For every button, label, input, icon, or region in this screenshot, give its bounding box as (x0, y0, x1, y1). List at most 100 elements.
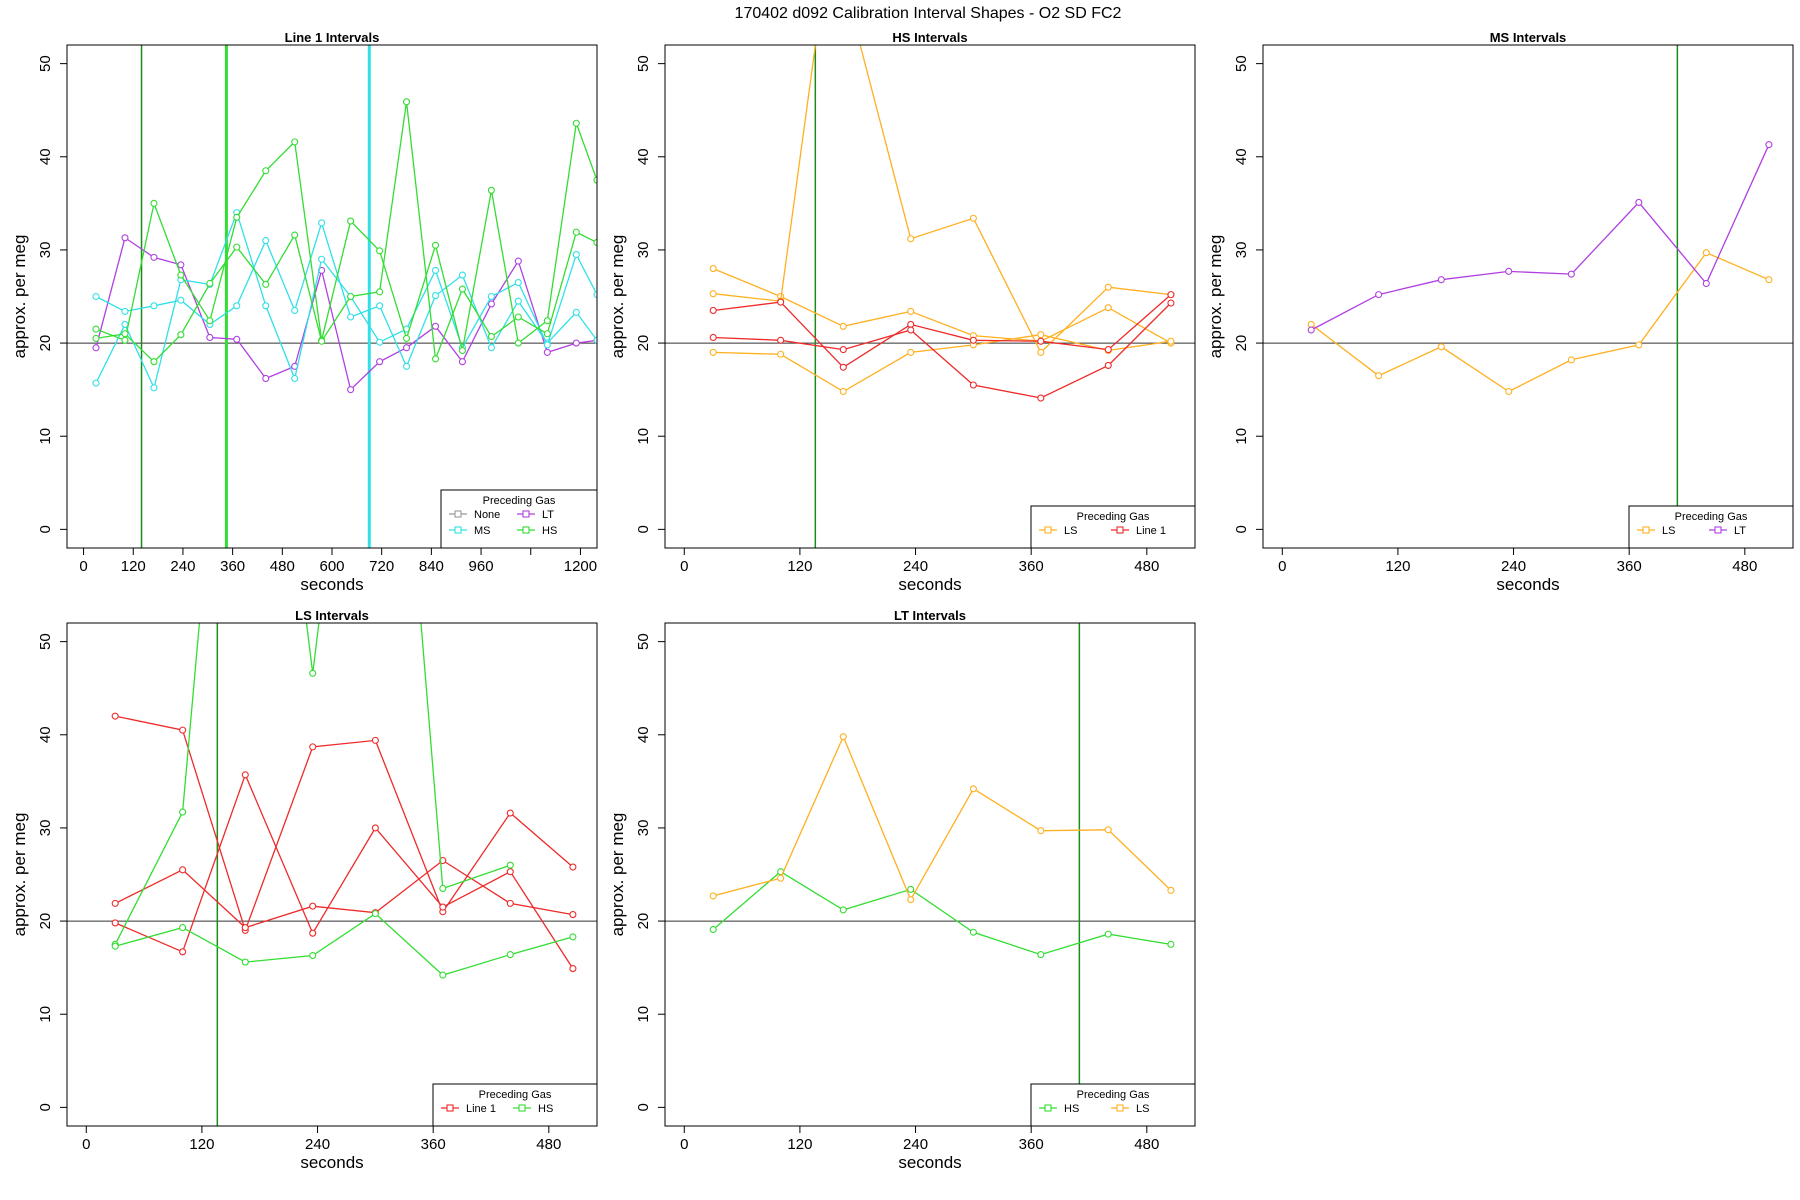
data-point (514, 297, 522, 305)
series-line (95, 236, 597, 391)
data-point (177, 271, 185, 279)
x-tick-label: 240 (1501, 558, 1526, 575)
data-point (309, 951, 317, 960)
y-tick-label: 30 (635, 820, 652, 837)
data-point (777, 336, 785, 344)
data-point (572, 251, 580, 259)
data-point (1765, 276, 1773, 284)
legend: Preceding Gas HS LS (1030, 1083, 1196, 1127)
y-axis-label: approx. per meg (608, 235, 627, 359)
data-point (572, 228, 580, 236)
data-point (1635, 341, 1643, 349)
x-tick-label: 0 (680, 558, 688, 575)
y-tick-label: 40 (635, 726, 652, 743)
data-point (439, 903, 447, 911)
legend-swatch-marker (454, 510, 462, 518)
series-line-1 (111, 771, 577, 973)
data-point (1437, 343, 1445, 351)
plot-area (665, 623, 1195, 1126)
legend-entry: Line 1 (441, 1103, 496, 1115)
series-ls (709, 733, 1175, 904)
legend-swatch-marker (518, 1104, 526, 1112)
data-point (506, 951, 514, 959)
series-ls (709, 45, 1175, 356)
data-point (969, 928, 977, 936)
legend-label: LS (1064, 525, 1077, 537)
legend-entry: HS (1039, 1103, 1079, 1115)
legend-label: LS (1662, 525, 1675, 537)
data-point (347, 313, 355, 321)
x-tick-label: 360 (220, 558, 245, 575)
x-tick-label: 840 (419, 558, 444, 575)
data-point (439, 971, 447, 979)
data-point (241, 924, 249, 932)
data-point (111, 899, 119, 907)
data-point (291, 138, 299, 146)
data-point (150, 253, 158, 261)
y-tick-label: 0 (635, 525, 652, 533)
plot-frame (664, 622, 1196, 1127)
x-tick-label: 120 (787, 558, 812, 575)
x-tick-label: 120 (189, 1136, 214, 1153)
data-point (487, 344, 495, 352)
series-hs (709, 868, 1175, 959)
legend-swatch-marker (1642, 526, 1650, 534)
series-hs (111, 623, 514, 948)
plot-area (67, 45, 597, 548)
data-point (1167, 291, 1175, 299)
legend-label: LT (1734, 525, 1746, 537)
data-point (593, 291, 597, 299)
y-tick-label: 50 (37, 55, 54, 72)
data-point (376, 338, 384, 346)
x-tick-label: 0 (82, 1136, 90, 1153)
data-point (569, 965, 577, 973)
data-point (458, 271, 466, 279)
y-tick-label: 0 (37, 1103, 54, 1111)
data-point (241, 958, 249, 966)
x-tick-label: 120 (787, 1136, 812, 1153)
series-lt (1307, 141, 1773, 334)
data-point (347, 292, 355, 301)
data-point (371, 736, 379, 744)
data-point (241, 771, 249, 779)
plot-frame (664, 44, 1196, 549)
data-point (458, 346, 466, 355)
data-point (376, 358, 384, 366)
data-point (309, 669, 317, 677)
data-point (709, 333, 717, 342)
y-tick-label: 30 (1233, 242, 1250, 259)
legend-swatch-marker (1714, 526, 1722, 534)
legend-box (1628, 505, 1794, 549)
panel-3: MS Intervals 0 120 240 360 480 0 10 20 30 40 50 seco… (1206, 30, 1794, 594)
panel-2: HS Intervals 0 120 240 360 480 0 10 20 30 40 50 seco… (608, 30, 1196, 594)
data-point (969, 381, 977, 389)
data-point (506, 861, 514, 869)
data-point (262, 374, 270, 383)
data-point (206, 317, 214, 325)
data-point (439, 884, 447, 893)
legend: Preceding Gas Line 1 HS (432, 1083, 598, 1127)
data-point (543, 317, 551, 325)
y-axis-label: approx. per meg (10, 235, 29, 359)
data-point (177, 261, 185, 269)
data-point (376, 288, 384, 296)
y-tick-label: 0 (37, 525, 54, 533)
legend-swatch-marker (454, 526, 462, 534)
y-tick-label: 40 (37, 148, 54, 165)
data-point (709, 265, 717, 273)
data-point (262, 280, 270, 288)
series-line (1310, 144, 1770, 331)
data-point (1765, 141, 1773, 149)
data-point (543, 348, 551, 356)
x-tick-label: 1200 (564, 558, 597, 575)
data-point (233, 243, 241, 251)
data-point (709, 925, 717, 934)
legend-entry: None (449, 509, 500, 521)
legend-title: Preceding Gas (1077, 511, 1150, 523)
y-tick-label: 0 (635, 1103, 652, 1111)
y-tick-label: 50 (37, 633, 54, 650)
legend-swatch-marker (522, 526, 530, 534)
data-point (291, 306, 299, 315)
legend-entry: LT (1709, 525, 1746, 537)
